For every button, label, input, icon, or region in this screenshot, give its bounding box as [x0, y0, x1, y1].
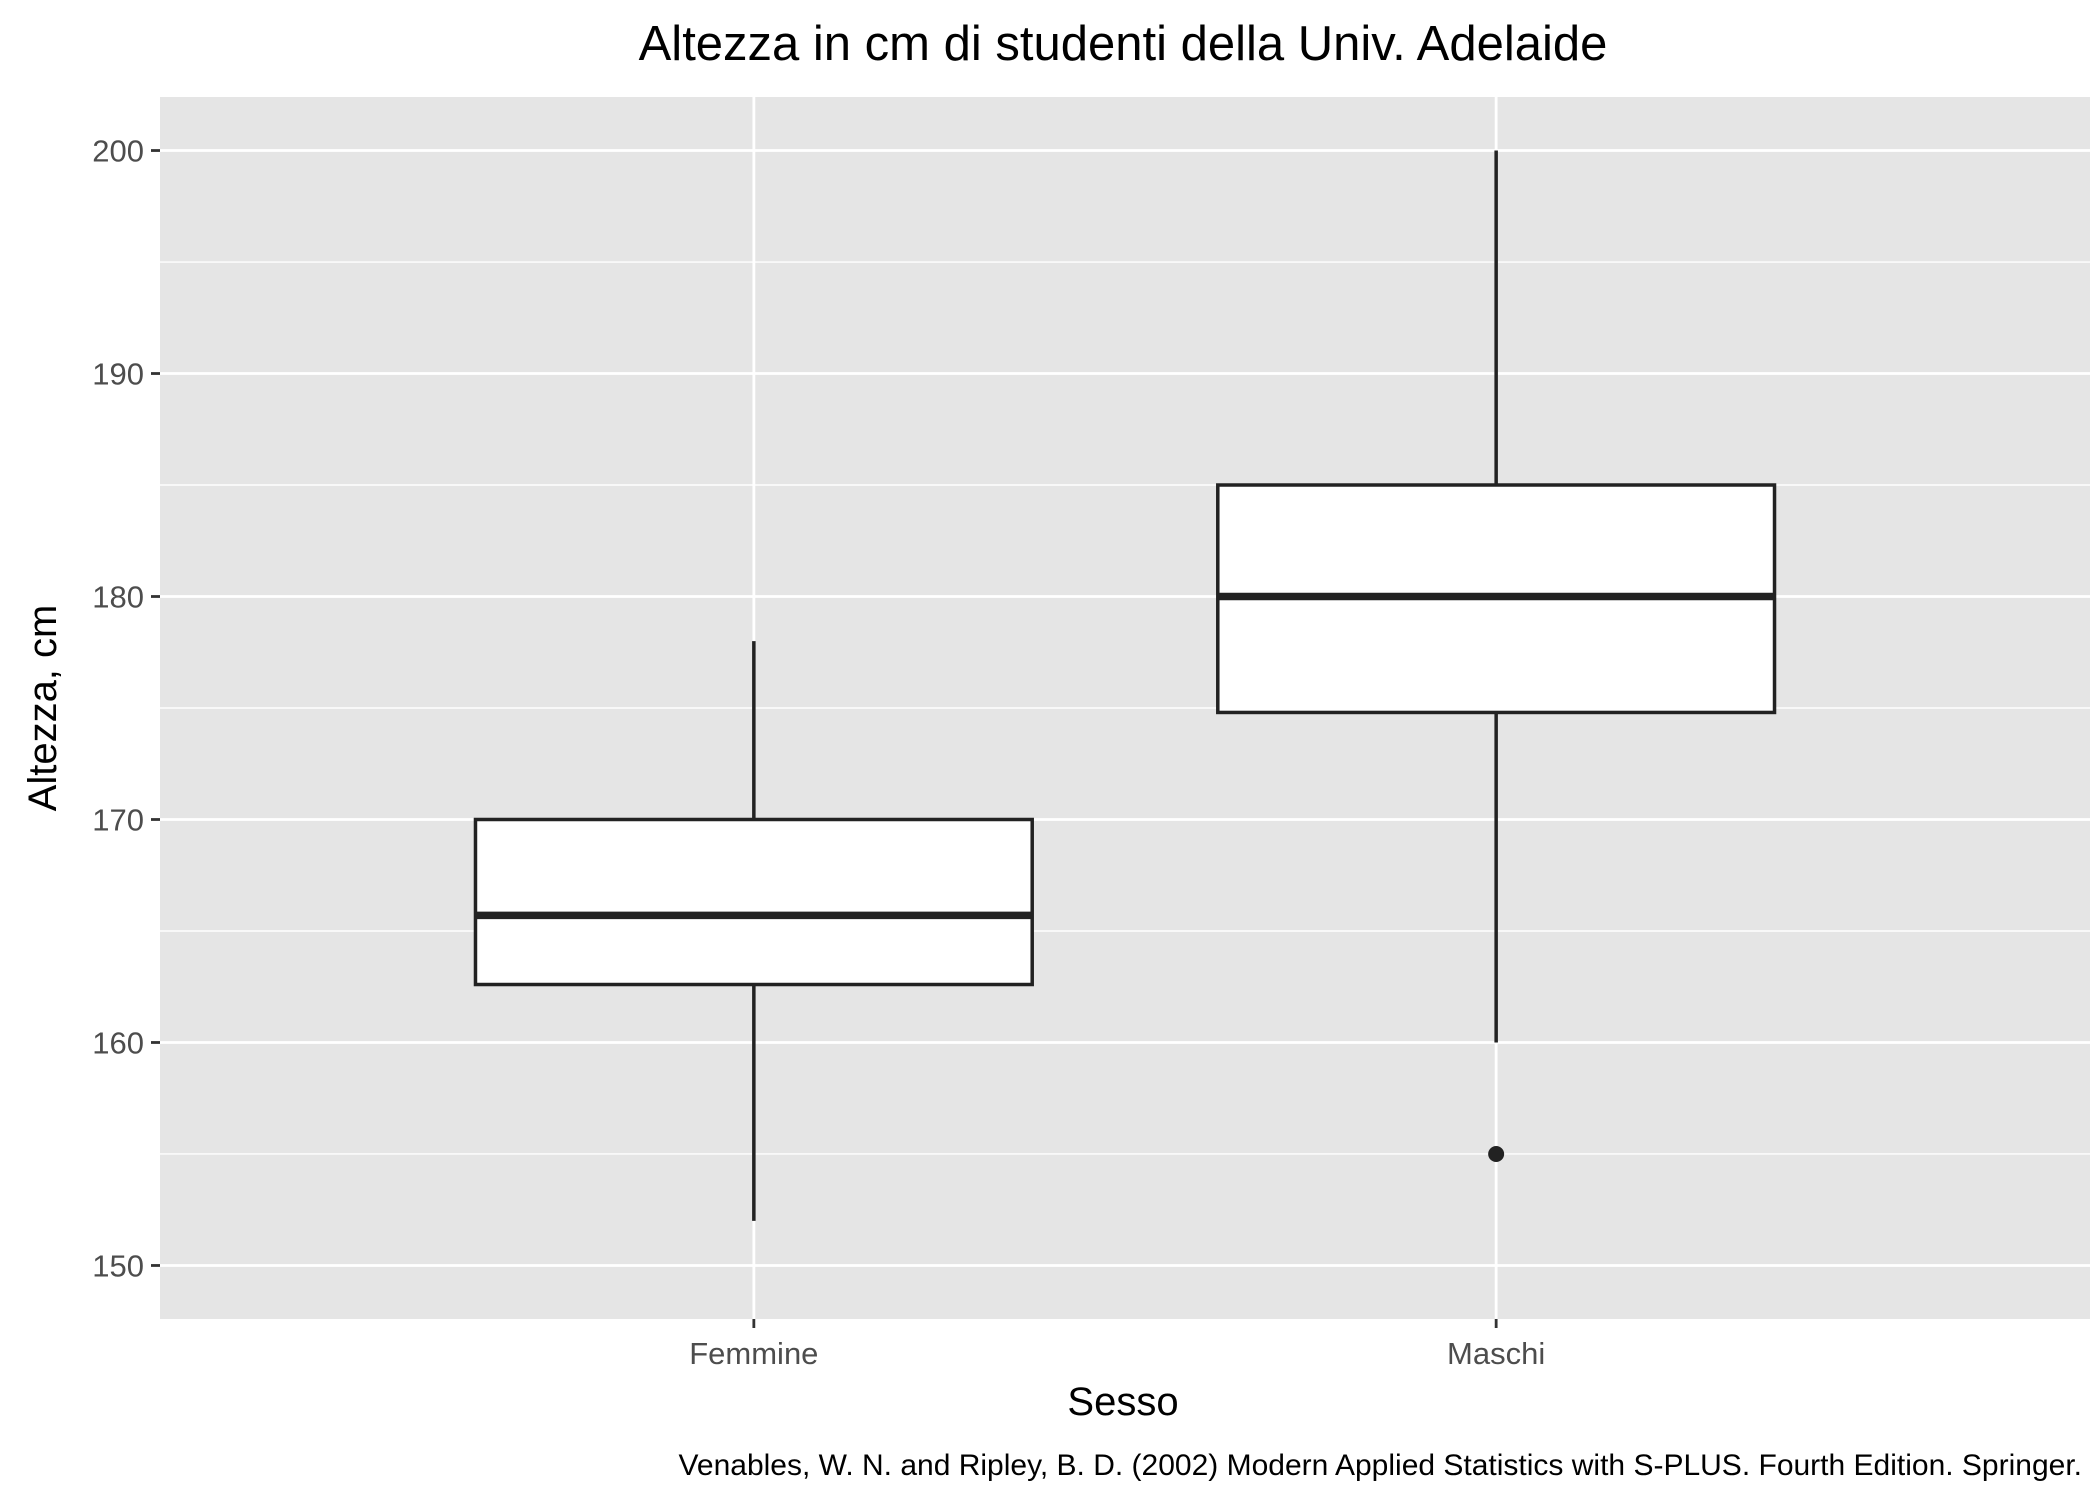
- source-caption: Venables, W. N. and Ripley, B. D. (2002)…: [679, 1449, 2082, 1482]
- y-tick-label: 200: [92, 134, 144, 169]
- y-axis: 150 160 170 180 190 200: [92, 134, 160, 1283]
- outlier-point: [1488, 1145, 1505, 1162]
- y-tick-label: 190: [92, 357, 144, 392]
- x-axis-title: Sesso: [1067, 1380, 1178, 1424]
- y-tick-label: 170: [92, 802, 144, 837]
- chart-title: Altezza in cm di studenti della Univ. Ad…: [639, 17, 1608, 71]
- y-tick-label: 150: [92, 1248, 144, 1283]
- y-axis-title: Altezza, cm: [21, 605, 65, 812]
- x-tick-label: Maschi: [1447, 1336, 1545, 1371]
- box-group-maschi: [1216, 150, 1777, 1162]
- boxplot-series: [473, 150, 1777, 1221]
- y-tick-label: 160: [92, 1025, 144, 1060]
- y-tick-label: 180: [92, 580, 144, 615]
- x-tick-label: Femmine: [689, 1336, 818, 1371]
- x-axis: Femmine Maschi: [689, 1319, 1545, 1371]
- box-iqr: [473, 817, 1034, 987]
- box-group-femmine: [473, 641, 1034, 1221]
